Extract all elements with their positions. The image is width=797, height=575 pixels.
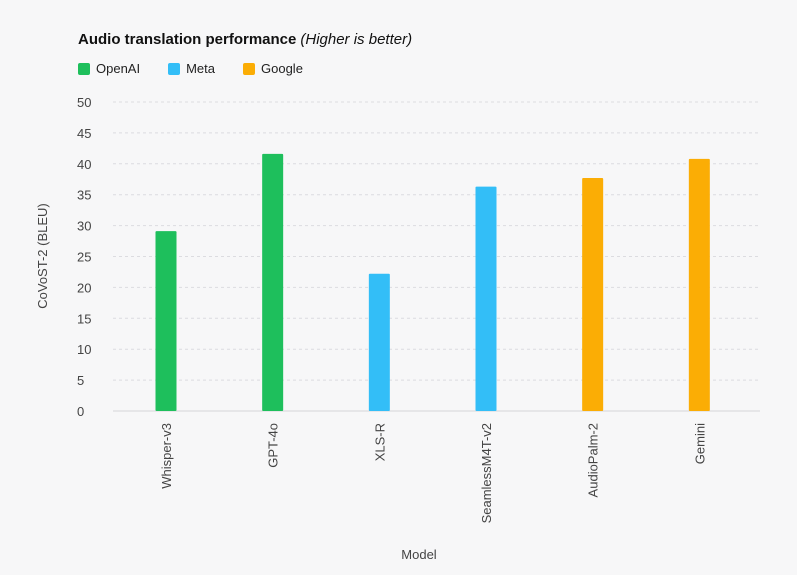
x-tick-label: AudioPalm-2: [586, 423, 601, 497]
y-tick-label: 0: [77, 404, 84, 419]
y-tick-label: 35: [77, 188, 91, 203]
legend-label-openai: OpenAI: [96, 61, 141, 76]
legend-swatch-openai: [78, 62, 90, 75]
bar-audiopalm-2: [582, 178, 604, 411]
y-tick-label: 30: [77, 219, 91, 234]
y-tick-label: 50: [77, 95, 91, 110]
gridlines: [113, 101, 760, 412]
bar-gemini: [688, 158, 710, 411]
x-tick-label: Whisper-v3: [159, 423, 174, 489]
legend-item-meta: Meta: [168, 61, 215, 76]
bar-xls-r: [368, 273, 390, 411]
y-tick-label: 25: [77, 250, 91, 265]
y-axis-label: CoVoST-2 (BLEU): [35, 203, 50, 309]
y-tick-label: 20: [77, 280, 91, 295]
y-tick-label: 5: [77, 373, 84, 388]
legend-swatch-meta: [168, 62, 181, 75]
legend: OpenAI Meta Google: [78, 61, 331, 76]
x-tick-label: XLS-R: [372, 423, 387, 461]
y-tick-label: 10: [77, 342, 91, 357]
x-tick-label: SeamlessM4T-v2: [479, 423, 494, 523]
y-axis-ticks: 0 5 10 15 20 25 30 35 40 45 50: [77, 95, 91, 419]
x-tick-label: Gemini: [692, 423, 707, 464]
legend-label-meta: Meta: [186, 61, 215, 76]
chart-subtitle: (Higher is better): [300, 31, 413, 48]
legend-label-google: Google: [261, 61, 303, 76]
legend-item-openai: OpenAI: [78, 61, 140, 76]
bar-seamlessm4t-v2: [475, 186, 497, 411]
y-tick-label: 15: [77, 311, 91, 326]
y-tick-label: 40: [77, 157, 91, 172]
x-axis-ticks: Whisper-v3 GPT-4o XLS-R SeamlessM4T-v2 Audio…: [159, 423, 707, 524]
bars: [155, 153, 710, 412]
x-tick-label: GPT-4o: [266, 423, 281, 468]
legend-item-google: Google: [243, 61, 303, 76]
chart-title-text: Audio translation performance: [78, 31, 297, 48]
bar-whisper-v3: [155, 231, 177, 411]
bar-gpt-4o: [262, 153, 284, 412]
chart-title: Audio translation performance (Higher is …: [78, 31, 412, 48]
legend-swatch-google: [243, 62, 255, 75]
x-axis-label: Model: [401, 547, 437, 562]
y-tick-label: 45: [77, 126, 91, 141]
